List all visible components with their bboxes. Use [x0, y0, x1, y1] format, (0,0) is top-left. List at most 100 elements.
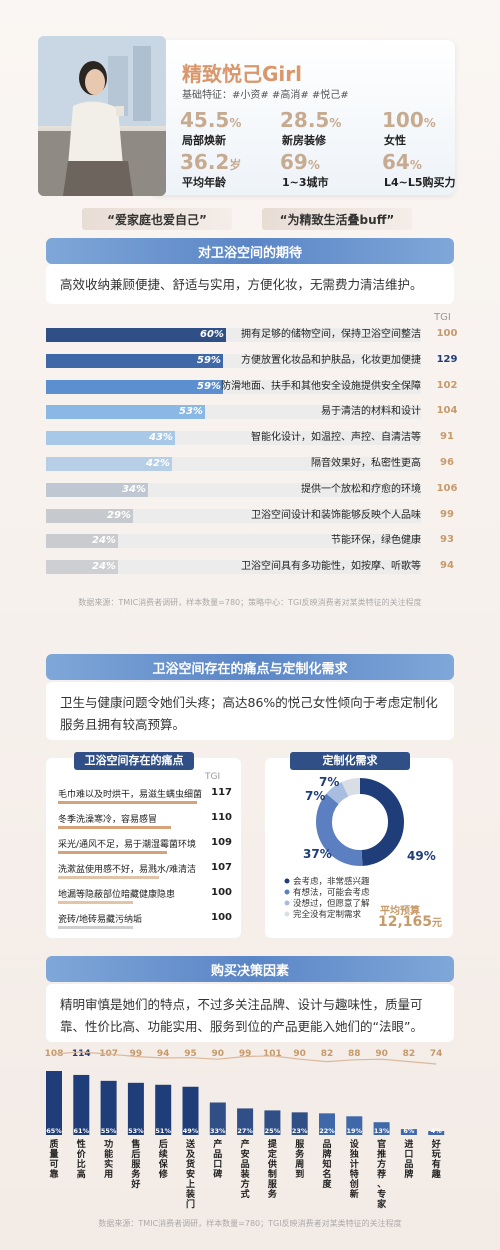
expect-tgi: 102 — [436, 379, 458, 391]
buy-bar-pct: 33% — [210, 1127, 226, 1135]
buy-category-char: 品 — [241, 1159, 250, 1170]
buy-bar — [209, 1102, 226, 1135]
stat-value: 36.2岁 — [180, 150, 241, 174]
expect-bar — [46, 457, 172, 471]
buy-category-char: 品 — [322, 1139, 331, 1150]
buy-tgi-value: 99 — [239, 1049, 252, 1059]
pain-item-tgi: 100 — [211, 887, 232, 898]
buy-category-char: 务 — [131, 1168, 141, 1180]
expect-bar-pct: 60% — [200, 329, 224, 340]
expect-bar-label: 易于清洁的材料和设计 — [321, 406, 421, 418]
buy-tgi-value: 94 — [157, 1049, 170, 1059]
expect-tgi: 94 — [440, 560, 454, 572]
buy-category-char: 安 — [186, 1168, 195, 1180]
quote-buff-text: “为精致生活叠buff” — [279, 212, 395, 227]
pain-section-summary: 卫生与健康问题令她们头疼；高达86%的悦己女性倾向于考虑定制化服务且拥有较高预算… — [46, 682, 454, 740]
buy-category-char: 装 — [185, 1188, 196, 1200]
buy-tgi-value: 114 — [72, 1049, 91, 1059]
expect-bar — [46, 560, 118, 575]
stat-label: 局部焕新 — [182, 134, 226, 147]
buy-bar — [428, 1131, 445, 1135]
expect-tgi-header: TGI — [434, 312, 451, 323]
expect-tgi: 106 — [436, 482, 458, 494]
buy-category-char: 上 — [186, 1178, 195, 1190]
buy-category-char: 服 — [268, 1179, 278, 1190]
buy-source: 数据来源：TMIC消费者调研，样本数量=780；TGI反映消费者对某类特征的关注… — [98, 1219, 402, 1228]
buy-category-char: 性 — [77, 1138, 86, 1150]
pain-item-label: 采光/通风不足，易于潮湿霉菌环境 — [58, 840, 197, 850]
buy-summary: 精明审慎是她们的特点，不过多关注品牌、设计与趣味性，质量可靠、性价比高、功能实用… — [46, 984, 454, 1042]
buy-bar-pct: 22% — [319, 1127, 335, 1135]
buy-category-char: 玩 — [432, 1149, 441, 1160]
buy-bar — [319, 1113, 335, 1135]
buy-category-char: 服 — [131, 1159, 141, 1170]
expect-tgi: 91 — [440, 431, 454, 443]
buy-category-char: 送 — [185, 1138, 196, 1150]
buy-category-char: 提 — [268, 1138, 278, 1150]
stat-value: 45.5% — [180, 108, 241, 132]
buy-bar — [182, 1086, 199, 1135]
buy-category-char: 产 — [213, 1138, 222, 1150]
buy-category-char: 质 — [49, 1138, 58, 1150]
buy-category-char: 制 — [268, 1168, 277, 1180]
buy-category-char: 实 — [104, 1158, 113, 1170]
expect-bar-row: 24% 卫浴空间具有多功能性，如按摩、听歌等 — [46, 560, 421, 575]
buy-tgi-line — [53, 1051, 437, 1065]
buy-tgi-value: 90 — [375, 1049, 388, 1059]
pain-tgi-header: TGI — [205, 772, 221, 782]
buy-category-char: 品 — [213, 1149, 222, 1160]
buy-category-char: 产 — [241, 1138, 250, 1150]
buy-bar — [100, 1080, 117, 1135]
expect-bar-pct: 24% — [92, 535, 116, 547]
expect-bar-label: 卫浴空间设计和装饰能够反映个人品味 — [251, 509, 421, 521]
legend-label: 完全没有定制需求 — [293, 909, 362, 920]
legend-label: 有想法，可能会考虑 — [293, 887, 370, 898]
expect-bar-label: 卫浴空间具有多功能性，如按摩、听歌等 — [241, 561, 421, 573]
legend-dot — [284, 900, 290, 906]
need-header: 定制化需求 — [290, 752, 410, 770]
expect-tgi: 129 — [436, 353, 458, 365]
pain-header: 卫浴空间存在的痛点 — [74, 752, 194, 770]
stat-number: 45.5 — [180, 108, 230, 132]
buy-tgi-value: 82 — [321, 1049, 334, 1059]
buy-category-char: 口 — [213, 1159, 222, 1170]
pain-item-bar — [58, 901, 133, 904]
buy-bar-pct: 27% — [237, 1127, 253, 1135]
legend-label: 会考虑，非常感兴趣 — [293, 876, 370, 887]
buy-chart: 65%108质量可靠61%114性价比高55%107功能实用53%99售后服务好… — [45, 1049, 445, 1210]
donut-slice — [316, 778, 404, 866]
expect-bar-row: 24% 节能环保，绿色健康 — [46, 534, 421, 549]
expect-tgi: 100 — [436, 328, 458, 339]
profile-card — [150, 40, 455, 195]
buy-bar — [155, 1084, 172, 1135]
buy-category-char: 货 — [186, 1158, 195, 1170]
bar-track — [46, 560, 421, 575]
pain-item-tgi: 117 — [211, 787, 232, 798]
pain-item-bar — [58, 826, 171, 829]
expect-bar-label: 拥有足够的储物空间，保持卫浴空间整洁 — [241, 329, 421, 340]
quote-family: “爱家庭也爱自己” — [82, 208, 232, 230]
stat-value: 28.5% — [280, 108, 341, 132]
buy-category-char: 功 — [104, 1138, 113, 1150]
buy-category-char: 量 — [49, 1148, 58, 1160]
quote-buff: “为精致生活叠buff” — [262, 208, 412, 230]
buy-tgi-value: 99 — [130, 1049, 143, 1059]
expect-tgi: 93 — [440, 534, 454, 546]
buy-bar — [127, 1082, 144, 1135]
buy-category-char: 到 — [295, 1168, 304, 1180]
expect-bar — [46, 431, 175, 446]
expect-tgi: 96 — [440, 457, 454, 468]
expect-source: 数据来源：TMIC消费者调研，样本数量=780；策略中心：TGI反映消费者对某类… — [78, 598, 422, 607]
buy-category-char: 趣 — [431, 1168, 442, 1180]
buy-bar-pct: 61% — [74, 1127, 90, 1135]
buy-tgi-value: 82 — [403, 1049, 416, 1059]
buy-category-char: 新 — [350, 1188, 359, 1200]
legend-label: 没想过，但愿意了解 — [293, 898, 370, 909]
expect-bar-row: 29% 卫浴空间设计和装饰能够反映个人品味 — [46, 508, 421, 523]
buy-header: 购买决策因素 — [46, 956, 454, 982]
buy-category-char: 名 — [322, 1168, 331, 1180]
buy-category-char: 独 — [349, 1148, 359, 1160]
stat-label: 1~3城市 — [282, 176, 329, 189]
expect-bar — [46, 353, 223, 368]
buy-bar — [73, 1074, 90, 1135]
